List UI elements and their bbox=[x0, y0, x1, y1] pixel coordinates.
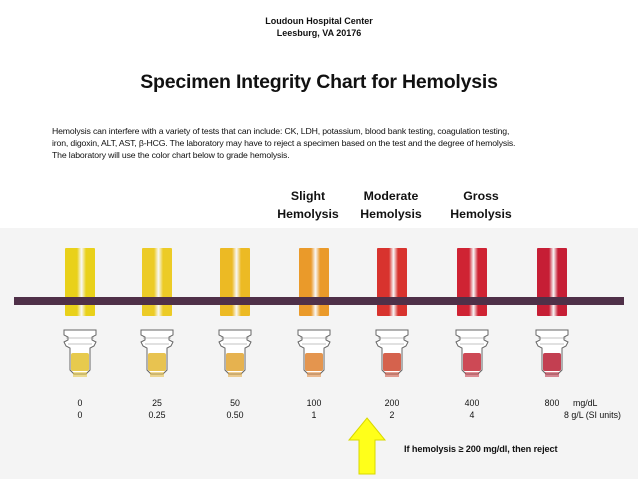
mg-dl-value-50: 50 bbox=[230, 398, 240, 408]
sample-cup-100 bbox=[297, 329, 331, 377]
description-line-3: The laboratory will use the color chart … bbox=[52, 150, 290, 160]
page-title: Specimen Integrity Chart for Hemolysis bbox=[140, 71, 498, 93]
category-gross-line-1: Gross bbox=[463, 189, 499, 203]
category-slight: Slight Hemolysis bbox=[263, 187, 353, 223]
description-line-2: iron, digoxin, ALT, AST, β-HCG. The labo… bbox=[52, 138, 516, 148]
sample-tube-200 bbox=[377, 248, 407, 316]
sample-tube-25 bbox=[142, 248, 172, 316]
mg-dl-value-0: 0 bbox=[77, 398, 83, 408]
mg-dl-value-100: 100 bbox=[306, 398, 322, 408]
g-l-value-25: 0.25 bbox=[148, 410, 166, 420]
g-l-value-100: 1 bbox=[311, 410, 317, 420]
mg-dl-value-800: 800 bbox=[544, 398, 560, 408]
sample-cup-50 bbox=[218, 329, 252, 377]
g-l-value-200: 2 bbox=[389, 410, 395, 420]
g-l-value-50: 0.50 bbox=[226, 410, 244, 420]
sample-cup-25 bbox=[140, 329, 174, 377]
category-moderate-line-2: Hemolysis bbox=[360, 207, 422, 221]
sample-cup-200 bbox=[375, 329, 409, 377]
description: Hemolysis can interfere with a variety o… bbox=[52, 125, 612, 161]
category-moderate-line-1: Moderate bbox=[363, 189, 419, 203]
g-l-value-400: 4 bbox=[469, 410, 475, 420]
sample-cup-0 bbox=[63, 329, 97, 377]
org-location: Leesburg, VA 20176 bbox=[276, 28, 362, 38]
sample-tube-800 bbox=[537, 248, 567, 316]
category-slight-line-2: Hemolysis bbox=[277, 207, 339, 221]
category-moderate: Moderate Hemolysis bbox=[346, 187, 436, 223]
reject-note: If hemolysis ≥ 200 mg/dl, then reject bbox=[404, 444, 558, 454]
description-line-1: Hemolysis can interfere with a variety o… bbox=[52, 126, 510, 136]
sample-tube-400 bbox=[457, 248, 487, 316]
mg-dl-value-400: 400 bbox=[464, 398, 480, 408]
sample-cup-800 bbox=[535, 329, 569, 377]
tube-rack-bar bbox=[14, 297, 624, 305]
category-gross: Gross Hemolysis bbox=[436, 187, 526, 223]
org-name: Loudoun Hospital Center bbox=[265, 16, 373, 26]
arrow-up-icon bbox=[347, 417, 387, 475]
sample-tube-50 bbox=[220, 248, 250, 316]
g-l-value-800: 8 bbox=[564, 410, 569, 420]
mg-dl-value-200: 200 bbox=[384, 398, 400, 408]
unit-mg-dl: mg/dL bbox=[573, 398, 598, 408]
mg-dl-value-25: 25 bbox=[152, 398, 162, 408]
sample-tube-0 bbox=[65, 248, 95, 316]
unit-g-l-label: g/L (SI units) bbox=[571, 410, 621, 420]
sample-cup-400 bbox=[455, 329, 489, 377]
category-slight-line-1: Slight bbox=[290, 189, 326, 203]
g-l-value-0: 0 bbox=[77, 410, 83, 420]
unit-g-l: 8 g/L (SI units) bbox=[564, 409, 621, 421]
category-gross-line-2: Hemolysis bbox=[450, 207, 512, 221]
sample-tube-100 bbox=[299, 248, 329, 316]
